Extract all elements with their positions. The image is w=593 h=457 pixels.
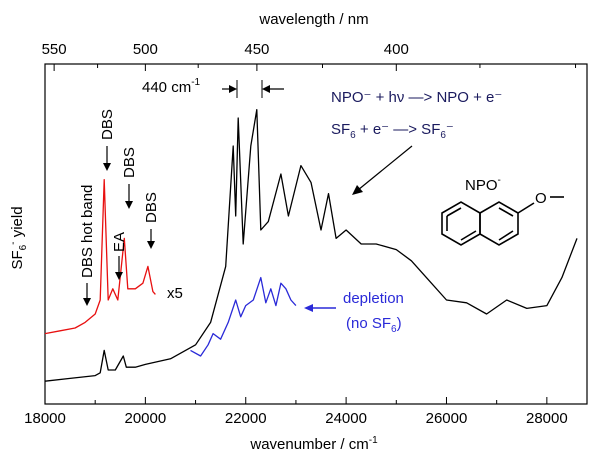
plot-frame — [44, 63, 588, 405]
ea-label: EA — [111, 232, 128, 252]
x-axis-title: wavenumber / cm-1 — [249, 435, 378, 453]
dbs1-annotation: DBS — [99, 109, 116, 171]
series-line-1 — [44, 178, 156, 335]
dbs-hot-band-annotation: DBS hot band — [79, 185, 96, 306]
depletion-arrowhead — [304, 304, 313, 312]
dbs3-arrowhead — [147, 241, 155, 249]
ea-arrowhead — [115, 272, 123, 280]
dbs1-arrowhead — [103, 163, 111, 171]
dbs-hot-band-label: DBS hot band — [79, 185, 96, 278]
depletion-sublabel: (no SF6) — [346, 315, 402, 335]
x-tick-label: 20000 — [125, 410, 167, 427]
spacing-arrowhead-right — [262, 85, 270, 93]
spacing-arrowhead-left — [229, 85, 237, 93]
naphthalene-rings — [441, 201, 535, 246]
equation-capture: SF6 + e⁻ —> SF6⁻ — [331, 121, 454, 141]
x2-tick-label: 450 — [244, 41, 269, 58]
bottom-axis: 18000 20000 22000 24000 26000 28000 — [24, 397, 568, 427]
oxygen-label: O — [535, 190, 547, 207]
x2-tick-label: 550 — [42, 41, 67, 58]
molecule-label: NPO- — [465, 175, 501, 194]
equation-arrowhead — [352, 185, 363, 195]
top-axis: 550 500 450 400 — [42, 41, 577, 71]
equation-arrow-line — [357, 145, 413, 191]
equation-photodetachment: NPO⁻ + hν —> NPO + e⁻ — [331, 89, 502, 106]
spacing-label: 440 cm-1 — [142, 77, 201, 96]
y-axis-title: SF6- yield — [8, 206, 29, 269]
dbs3-annotation: DBS — [143, 192, 160, 249]
dbs1-label: DBS — [99, 109, 116, 140]
x-tick-label: 26000 — [426, 410, 468, 427]
depletion-label: depletion — [343, 290, 404, 307]
dbs2-annotation: DBS — [121, 147, 138, 209]
dbs3-label: DBS — [143, 192, 160, 223]
dbs2-label: DBS — [121, 147, 138, 178]
dbs2-arrowhead — [125, 201, 133, 209]
depletion-annotation: depletion (no SF6) — [304, 290, 404, 335]
x2-tick-label: 400 — [384, 41, 409, 58]
series-line-2 — [190, 276, 297, 357]
spacing-annotation: 440 cm-1 — [142, 77, 284, 98]
x5-label: x5 — [167, 285, 183, 302]
series-line-0 — [44, 108, 578, 382]
ea-annotation: EA — [111, 232, 128, 280]
npo-molecule: NPO- O — [441, 175, 564, 246]
x-tick-label: 18000 — [24, 410, 66, 427]
x2-tick-label: 500 — [133, 41, 158, 58]
x-tick-label: 28000 — [526, 410, 568, 427]
x2-axis-title: wavelength / nm — [258, 11, 368, 28]
x-tick-label: 22000 — [225, 410, 267, 427]
series-layer — [44, 108, 578, 382]
dbs-hot-arrowhead — [83, 298, 91, 306]
x-tick-label: 24000 — [325, 410, 367, 427]
